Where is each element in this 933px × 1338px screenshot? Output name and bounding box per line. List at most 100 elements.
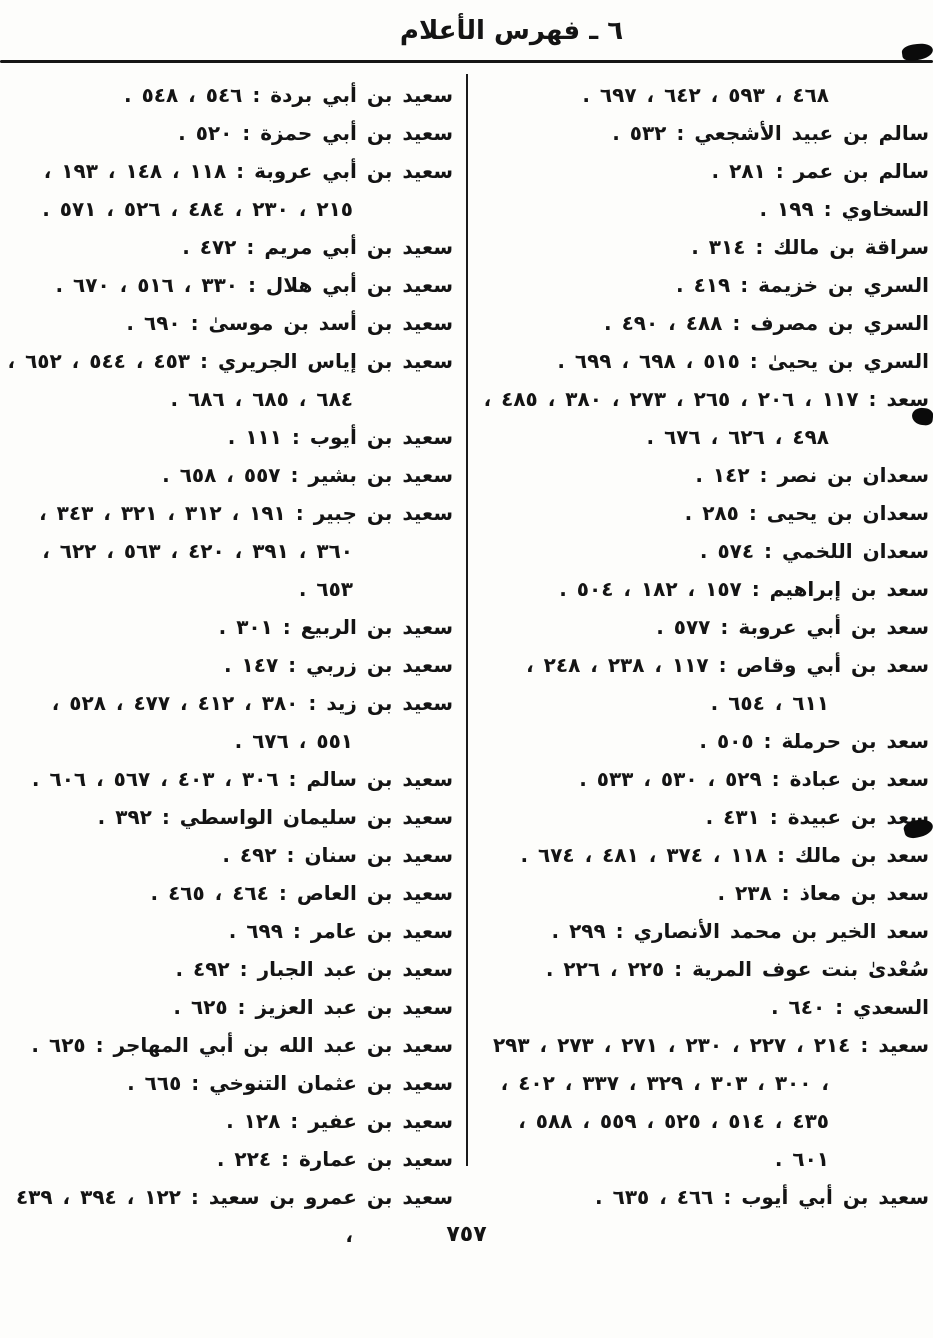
entry-separator: : <box>298 691 327 715</box>
entry-name: سعيد بن أبي عروبة <box>254 159 453 183</box>
index-entry: سعد بن عبيدة : ٤٣١ . <box>482 798 929 836</box>
index-entry: سعيد بن عمارة : ٢٢٤ . <box>6 1140 453 1178</box>
entry-name: سراقة بن مالك <box>773 235 929 259</box>
entry-pages: ٥٣٢ . <box>612 121 667 145</box>
entry-name: سعيد بن أسد بن موسىٰ <box>208 311 453 335</box>
entry-name: سعد بن أبي عروبة <box>738 615 929 639</box>
entry-pages: ٤٦٨ ، ٥٩٣ ، ٦٤٢ ، ٦٩٧ . <box>582 83 829 107</box>
index-column-right: ٤٦٨ ، ٥٩٣ ، ٦٤٢ ، ٦٩٧ . سالم بن عبيد الأش… <box>482 76 929 1216</box>
entry-pages: ٦٦٥ . <box>127 1071 182 1095</box>
entry-name: سعيد بن أيوب <box>309 425 453 449</box>
index-entry: سعيد بن أبي بردة : ٥٤٦ ، ٥٤٨ . <box>6 76 453 114</box>
index-entry: سعيد : ٢١٤ ، ٢٢٧ ، ٢٣٠ ، ٢٧١ ، ٢٧٣ ، ٢٩٣… <box>482 1026 929 1178</box>
entry-pages: ٢٩٩ . <box>551 919 606 943</box>
index-entry: سراقة بن مالك : ٣١٤ . <box>482 228 929 266</box>
entry-pages: ٦٩٩ . <box>228 919 283 943</box>
entry-name: سعيد بن أبي أيوب <box>741 1185 929 1209</box>
entry-separator: : <box>813 197 842 221</box>
index-entry: السخاوي : ١٩٩ . <box>482 190 929 228</box>
index-entry: سعد الخير بن محمد الأنصاري : ٢٩٩ . <box>482 912 929 950</box>
entry-pages: ٢٨٥ . <box>684 501 739 525</box>
index-entry: سعيد بن أسد بن موسىٰ : ٦٩٠ . <box>6 304 453 342</box>
entry-pages: ٥٧٤ . <box>699 539 755 563</box>
entry-separator: : <box>85 1033 114 1057</box>
entry-separator: : <box>739 349 768 373</box>
entry-pages: ٥٠٥ . <box>699 729 754 753</box>
entry-pages: ٣٠٦ ، ٤٠٣ ، ٥٦٧ ، ٦٠٦ . <box>31 767 279 791</box>
entry-separator: : <box>280 463 309 487</box>
entry-pages: ٤٩٢ . <box>175 957 230 981</box>
entry-name: سعيد <box>878 1033 929 1057</box>
entry-name: سعيد بن سنان <box>304 843 453 867</box>
entry-pages: ١١٧ ، ٢٠٦ ، ٢٦٥ ، ٢٧٣ ، ٣٨٠ ، ٤٨٥ ، ٤٩٨ … <box>483 387 859 449</box>
index-entry: سُعْدىٰ بنت عوف المرية : ٢٢٥ ، ٢٢٦ . <box>482 950 929 988</box>
entry-pages: ٤٧٢ . <box>182 235 237 259</box>
entry-pages: ٥٢٠ . <box>178 121 233 145</box>
entry-name: سعيد بن عثمان التنوخي <box>209 1071 453 1095</box>
entry-name: سعيد بن عبد العزيز <box>255 995 454 1019</box>
entry-separator: : <box>276 843 305 867</box>
entry-pages: ١١١ . <box>227 425 282 449</box>
entry-name: سعدان بن نصر <box>777 463 929 487</box>
entry-separator: : <box>229 957 258 981</box>
entry-pages: ٤١٩ . <box>676 273 731 297</box>
entry-name: سعد بن أبي وقاص <box>736 653 929 677</box>
entry-name: سعد الخير بن محمد الأنصاري <box>633 919 929 943</box>
entry-pages: ٤٦٦ ، ٦٣٥ . <box>595 1185 714 1209</box>
entry-name: سعد بن معاذ <box>799 881 929 905</box>
entry-separator: : <box>761 767 790 791</box>
index-entry: سعيد بن عبد الله بن أبي المهاجر : ٦٢٥ . <box>6 1026 453 1064</box>
entry-name: السري بن مصرف <box>750 311 929 335</box>
index-entry: سعيد بن أبي عروبة : ١١٨ ، ١٤٨ ، ١٩٣ ، ٢١… <box>6 152 453 228</box>
entry-name: سعد بن عبادة <box>789 767 929 791</box>
entry-name: سالم بن عمر <box>793 159 929 183</box>
index-entry: السري بن خزيمة : ٤١٩ . <box>482 266 929 304</box>
entry-pages: ١١٧ ، ٢٣٨ ، ٢٤٨ ، ٦١١ ، ٦٥٤ . <box>526 653 829 715</box>
entry-name: سعيد بن عمارة <box>298 1147 453 1171</box>
entry-name: سعيد بن أبي هلال <box>265 273 453 297</box>
index-entry: سعيد بن بشير : ٥٥٧ ، ٦٥٨ . <box>6 456 453 494</box>
index-entry: سعد بن أبي عروبة : ٥٧٧ . <box>482 608 929 646</box>
entry-pages: ١٢٨ . <box>226 1109 281 1133</box>
index-entry: سعيد بن سالم : ٣٠٦ ، ٤٠٣ ، ٥٦٧ ، ٦٠٦ . <box>6 760 453 798</box>
entry-pages: ١١٨ ، ١٤٨ ، ١٩٣ ، ٢١٥ ، ٢٣٠ ، ٤٨٤ ، ٥٢٦ … <box>42 159 353 221</box>
entry-pages: ٤٥٣ ، ٥٤٤ ، ٦٥٢ ، ٦٨٤ ، ٦٨٥ ، ٦٨٦ . <box>7 349 353 411</box>
entry-separator: : <box>713 1185 742 1209</box>
entry-pages: ٥٢٩ ، ٥٣٠ ، ٥٣٣ . <box>579 767 762 791</box>
entry-name: سعيد بن الربيع <box>300 615 453 639</box>
entry-separator: : <box>282 919 311 943</box>
index-entry: سالم بن عبيد الأشجعي : ٥٣٢ . <box>482 114 929 152</box>
entry-separator: : <box>271 1147 299 1171</box>
index-entry: سعيد بن العاص : ٤٦٤ ، ٤٦٥ . <box>6 874 453 912</box>
index-entry: ٤٦٨ ، ٥٩٣ ، ٦٤٢ ، ٦٩٧ . <box>482 76 929 114</box>
entry-pages: ٤٩٢ . <box>222 843 277 867</box>
index-entry: سعيد بن إياس الجريري : ٤٥٣ ، ٥٤٤ ، ٦٥٢ ،… <box>6 342 453 418</box>
entry-name: سعيد بن أبي بردة <box>270 83 453 107</box>
entry-name: سعدان بن يحيى <box>766 501 929 525</box>
entry-separator: : <box>710 615 739 639</box>
entry-name: السري بن يحيىٰ <box>767 349 929 373</box>
entry-name: سعيد بن عمرو بن سعيد <box>208 1185 453 1209</box>
entry-pages: ٤٦٤ ، ٤٦٥ . <box>150 881 269 905</box>
entry-separator: : <box>858 387 887 411</box>
entry-pages: ٢٨١ . <box>711 159 766 183</box>
entry-name: سعيد بن سالم <box>306 767 453 791</box>
entry-name: سعيد بن عبد الله بن أبي المهاجر <box>113 1033 453 1057</box>
entry-pages: ١٥٧ ، ١٨٢ ، ٥٠٤ . <box>559 577 742 601</box>
index-entry: سعيد بن سليمان الواسطي : ٣٩٢ . <box>6 798 453 836</box>
index-entry: سعيد بن أبي هلال : ٣٣٠ ، ٥١٦ ، ٦٧٠ . <box>6 266 453 304</box>
entry-separator: : <box>765 159 794 183</box>
entry-name: سعيد بن العاص <box>296 881 453 905</box>
entry-separator: : <box>180 311 209 335</box>
entry-separator: : <box>738 501 767 525</box>
entry-name: سعيد بن جبير <box>313 501 453 525</box>
entry-pages: ٥٧٧ . <box>656 615 711 639</box>
index-entry: سعيد بن الربيع : ٣٠١ . <box>6 608 453 646</box>
index-entry: سعيد بن عمرو بن سعيد : ١٢٢ ، ٣٩٤ ، ٤٣٩ ، <box>6 1178 453 1254</box>
entry-pages: ٦٢٥ . <box>31 1033 86 1057</box>
index-entry: سعيد بن زيد : ٣٨٠ ، ٤١٢ ، ٤٧٧ ، ٥٢٨ ، ٥٥… <box>6 684 453 760</box>
entry-separator: : <box>226 159 255 183</box>
index-entry: سعيد بن أبي مريم : ٤٧٢ . <box>6 228 453 266</box>
entry-pages: ٦٩٠ . <box>126 311 181 335</box>
